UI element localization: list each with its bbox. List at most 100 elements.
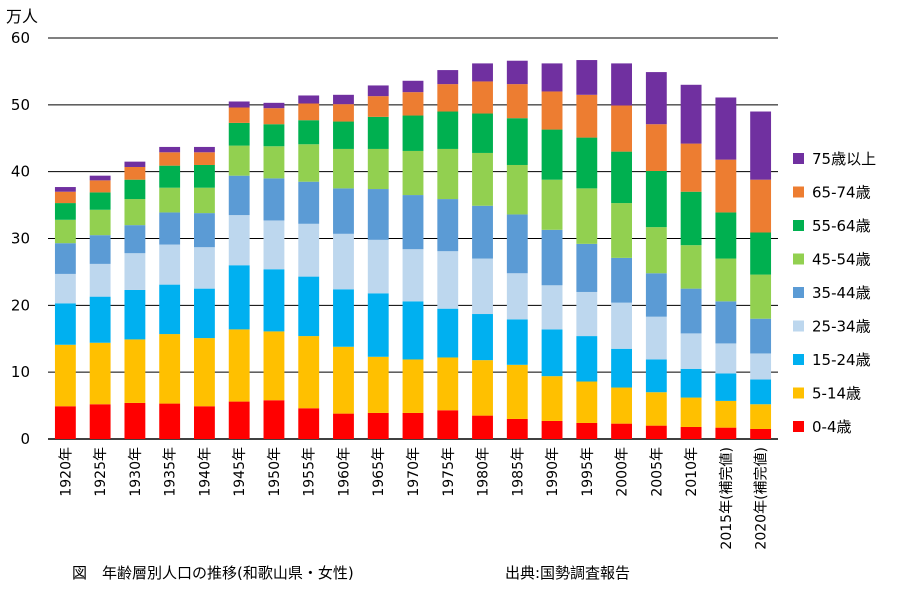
- bar-segment: [472, 152, 493, 206]
- bar-stack-17: [645, 72, 667, 439]
- bar-segment: [333, 346, 354, 414]
- x-tick-label: 2020年(補完値): [754, 447, 770, 550]
- bar-segment: [680, 397, 702, 427]
- bar-segment: [402, 80, 424, 93]
- bar-segment: [611, 257, 632, 303]
- bar-segment: [333, 104, 354, 122]
- legend-label: 25-34歳: [812, 318, 871, 336]
- bar-segment: [194, 187, 215, 214]
- bar-segment: [194, 288, 215, 339]
- bar-segment: [750, 274, 772, 319]
- bar-stack-7: [298, 95, 320, 439]
- bar-segment: [89, 296, 111, 343]
- bar-stack-19: [715, 97, 737, 439]
- bar-segment: [89, 192, 111, 210]
- bar-segment: [298, 144, 320, 182]
- bar-segment: [437, 357, 459, 411]
- x-tick-label: 1965年: [371, 447, 387, 497]
- bar-segment: [680, 288, 702, 334]
- bar-segment: [506, 273, 528, 320]
- bar-stack-8: [333, 94, 354, 439]
- bar-segment: [228, 145, 250, 176]
- bar-segment: [437, 308, 459, 358]
- bar-segment: [194, 247, 215, 289]
- bar-segment: [124, 339, 146, 403]
- x-tick-label: 1945年: [232, 447, 248, 497]
- y-tick-label: 10: [11, 363, 30, 381]
- legend-swatch: [793, 354, 804, 365]
- bar-segment: [506, 319, 528, 365]
- bars: [54, 60, 772, 439]
- bar-segment: [367, 293, 389, 357]
- bar-segment: [333, 121, 354, 149]
- bar-segment: [472, 63, 493, 82]
- bar-segment: [54, 219, 76, 244]
- bar-segment: [194, 338, 215, 407]
- bar-segment: [263, 124, 285, 147]
- bar-segment: [645, 316, 667, 360]
- bar-segment: [89, 209, 111, 236]
- bar-segment: [645, 359, 667, 393]
- legend-label: 65-74歳: [812, 184, 871, 202]
- bar-segment: [194, 213, 215, 248]
- bar-segment: [472, 415, 493, 439]
- legend-label: 55-64歳: [812, 217, 871, 235]
- bar-segment: [402, 115, 424, 151]
- bar-segment: [541, 63, 563, 92]
- bar-segment: [750, 428, 772, 439]
- bar-segment: [611, 203, 632, 258]
- legend-swatch: [793, 287, 804, 298]
- bar-segment: [715, 159, 737, 213]
- bar-segment: [89, 235, 111, 264]
- bar-segment: [472, 258, 493, 315]
- bar-segment: [367, 412, 389, 439]
- x-tick-label: 2010年: [684, 447, 700, 497]
- bar-segment: [159, 152, 181, 166]
- bar-segment: [263, 178, 285, 221]
- bar-segment: [402, 195, 424, 250]
- bar-segment: [715, 258, 737, 302]
- legend-label: 45-54歳: [812, 251, 871, 269]
- bar-segment: [402, 92, 424, 116]
- bar-segment: [576, 381, 598, 423]
- bar-segment: [611, 423, 632, 439]
- bar-segment: [680, 333, 702, 369]
- bar-segment: [228, 329, 250, 402]
- bar-segment: [124, 199, 146, 226]
- bar-segment: [263, 331, 285, 401]
- y-tick-label: 60: [11, 29, 30, 47]
- bar-segment: [506, 364, 528, 419]
- bar-segment: [576, 188, 598, 244]
- bar-segment: [124, 179, 146, 200]
- bar-segment: [159, 334, 181, 404]
- x-tick-label: 1970年: [406, 447, 422, 497]
- bar-segment: [576, 60, 598, 95]
- bar-segment: [750, 179, 772, 233]
- bar-segment: [298, 181, 320, 224]
- bar-segment: [263, 102, 285, 109]
- bar-segment: [159, 212, 181, 245]
- x-tick-label: 1935年: [163, 447, 179, 497]
- legend-swatch: [793, 387, 804, 399]
- bar-segment: [263, 400, 285, 439]
- bar-segment: [263, 269, 285, 332]
- x-tick-label: 1920年: [58, 447, 74, 497]
- bar-segment: [194, 146, 215, 153]
- bar-segment: [367, 85, 389, 97]
- bar-segment: [298, 336, 320, 409]
- bar-segment: [576, 422, 598, 439]
- bar-segment: [228, 101, 250, 108]
- bar-stack-13: [506, 60, 528, 439]
- bar-segment: [645, 425, 667, 439]
- bar-segment: [333, 413, 354, 439]
- bar-segment: [437, 148, 459, 200]
- x-tick-label: 1925年: [93, 447, 109, 497]
- legend-label: 35-44歳: [812, 284, 871, 302]
- bar-segment: [472, 314, 493, 361]
- bar-segment: [541, 91, 563, 130]
- bar-segment: [645, 273, 667, 317]
- bar-segment: [715, 343, 737, 374]
- bar-segment: [472, 360, 493, 416]
- bar-segment: [715, 400, 737, 428]
- x-tick-label: 1955年: [302, 447, 318, 497]
